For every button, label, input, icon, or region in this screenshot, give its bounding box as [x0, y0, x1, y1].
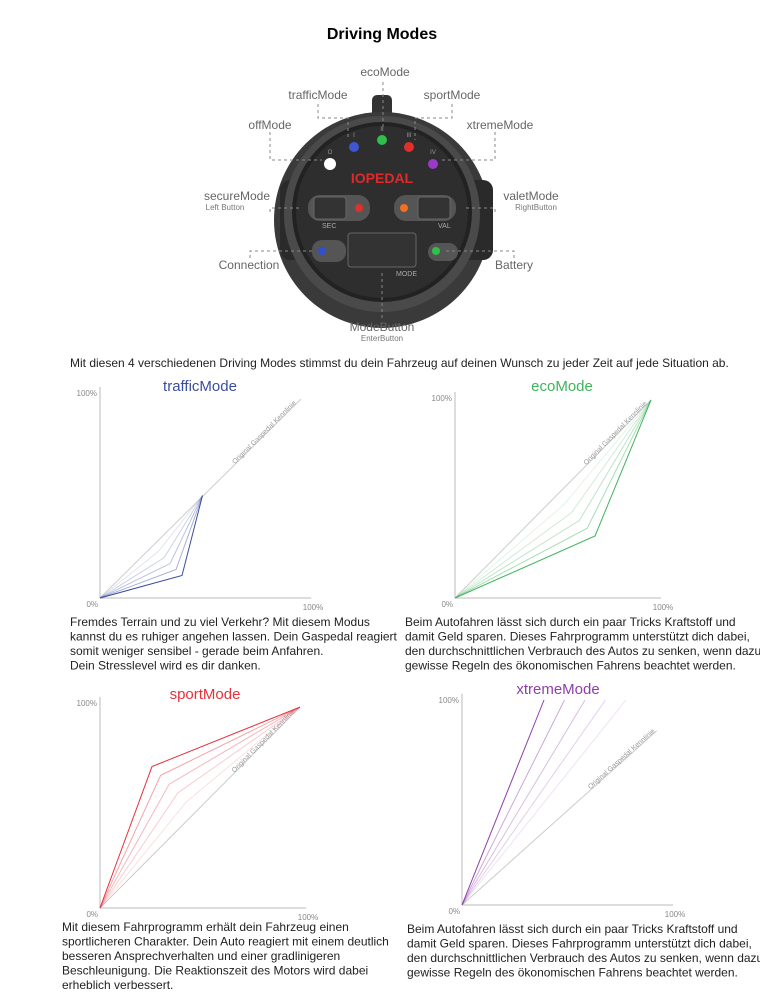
page-title: Driving Modes	[327, 26, 437, 43]
button-name: secureMode	[204, 189, 270, 203]
device: IOPEDAL SEC VAL MODE O I II III IV	[274, 95, 493, 328]
button-name: valetMode	[503, 189, 559, 203]
curve	[461, 699, 545, 906]
button-sub: EnterButton	[361, 334, 403, 343]
description: besseren Ansprechverhalten und einer gra…	[62, 949, 340, 963]
reference-label: Original Gaspedal Kennlinie	[587, 728, 656, 791]
chart-title: sportMode	[170, 686, 241, 703]
curve	[454, 399, 652, 599]
charts: trafficMode 100% 0% 100% Original Gaspedal K…	[62, 378, 760, 992]
curve	[99, 495, 203, 599]
description: gewisse Regeln des ökonomischen Fahrens …	[405, 659, 736, 673]
status-label: Battery	[495, 258, 533, 272]
description: Beim Autofahren lässt sich durch ein paa…	[405, 615, 736, 629]
led-label: O	[328, 150, 333, 156]
description: Beschleunigung. Die Reaktionszeit des Mo…	[62, 964, 368, 978]
curve	[99, 495, 203, 599]
led-label: I	[353, 133, 355, 139]
led-label: IV	[430, 150, 436, 156]
reference-line	[454, 399, 652, 599]
curve	[461, 699, 565, 906]
mode-label: trafficMode	[288, 88, 347, 102]
reference-line	[99, 706, 301, 909]
description: den durchschnittlichen Verbrauch des Aut…	[407, 951, 760, 965]
leader-lines	[249, 82, 515, 318]
curve	[461, 699, 586, 906]
description: erheblich verbessert.	[62, 978, 173, 992]
mode-label: xtremeMode	[467, 118, 534, 132]
mode-label: offMode	[248, 118, 291, 132]
chart-title: xtremeMode	[516, 681, 599, 698]
button-sub: Left Button	[206, 203, 245, 212]
axis-label: 0%	[448, 907, 460, 916]
button-label: VAL	[438, 223, 451, 230]
reference-label: Original Gaspedal Kennlinie	[231, 400, 298, 466]
status-label: Connection	[219, 258, 280, 272]
description: Fremdes Terrain und zu viel Verkehr? Mit…	[70, 615, 370, 629]
curve	[454, 399, 652, 599]
led-label: II	[380, 127, 384, 133]
axis-label: 100%	[439, 696, 459, 705]
description: kannst du es ruhiger angehen lassen. Dei…	[70, 630, 398, 644]
curve	[454, 399, 652, 599]
axis-label: 100%	[303, 603, 323, 612]
curve	[99, 706, 301, 909]
intro: Mit diesen 4 verschiedenen Driving Modes…	[70, 356, 729, 370]
axis-label: 0%	[86, 600, 98, 609]
description: Beim Autofahren lässt sich durch ein paa…	[407, 922, 738, 936]
axis-label: 100%	[665, 910, 685, 919]
mode-label: sportMode	[424, 88, 481, 102]
curve	[99, 706, 301, 909]
brand: IOPEDAL	[351, 170, 414, 186]
curve	[99, 495, 203, 599]
curve	[99, 706, 301, 909]
axis-label: 100%	[432, 394, 452, 403]
axis-label: 100%	[653, 603, 673, 612]
axis-label: 100%	[77, 389, 97, 398]
curve	[454, 399, 652, 599]
axis-label: 100%	[298, 913, 318, 922]
curve	[461, 699, 627, 906]
description: gewisse Regeln des ökonomischen Fahrens …	[407, 966, 738, 980]
description: Mit diesem Fahrprogramm erhält dein Fahr…	[62, 920, 349, 934]
curve	[99, 706, 301, 909]
reference-line	[99, 398, 302, 599]
description: damit Geld sparen. Dieses Fahrprogramm u…	[407, 937, 752, 951]
button-label: MODE	[396, 271, 417, 278]
description: den durchschnittlichen Verbrauch des Aut…	[405, 644, 760, 658]
description: damit Geld sparen. Dieses Fahrprogramm u…	[405, 630, 750, 644]
axis-label: 0%	[441, 600, 453, 609]
reference-line	[461, 730, 658, 906]
reference-label: Original Gaspedal Kennlinie	[583, 400, 649, 467]
description: Dein Stresslevel wird es dir danken.	[70, 659, 261, 673]
curve	[99, 706, 301, 909]
curve	[461, 699, 606, 906]
button-label: SEC	[322, 223, 336, 230]
curve	[99, 495, 203, 599]
description: somit weniger sensibel - gerade beim Anf…	[70, 644, 323, 658]
axis-label: 0%	[86, 910, 98, 919]
mode-label: ecoMode	[360, 65, 410, 79]
axis-label: 100%	[77, 699, 97, 708]
chart-title: ecoMode	[531, 378, 593, 395]
led-label: III	[406, 133, 411, 139]
button-name: ModeButton	[350, 320, 415, 334]
description: sportlicheren Charakter. Dein Auto reagi…	[62, 935, 389, 949]
button-sub: RightButton	[515, 203, 557, 212]
curve	[454, 399, 652, 599]
chart-title: trafficMode	[163, 378, 237, 395]
curve	[99, 495, 203, 599]
